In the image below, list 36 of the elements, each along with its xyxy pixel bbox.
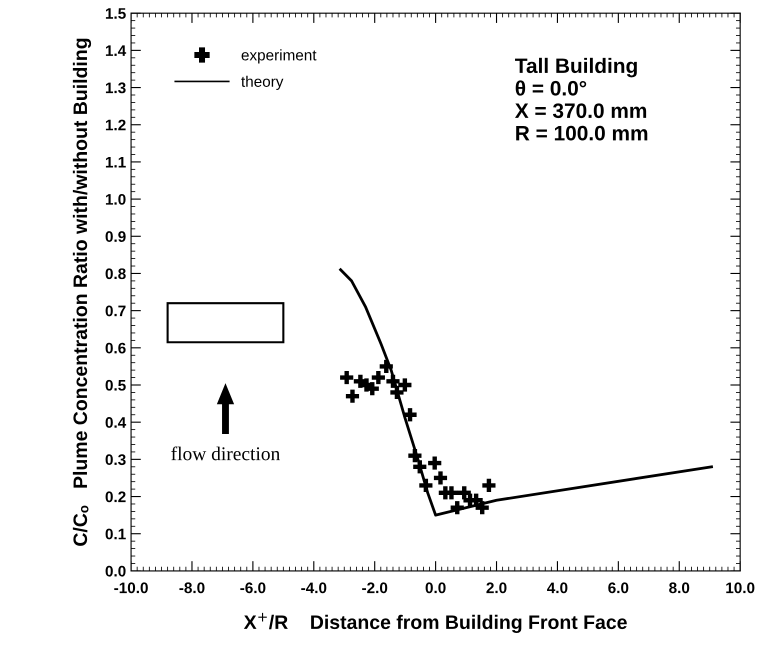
y-tick-label: 1.0 — [106, 194, 126, 205]
y-axis-title: C/Cₒ Plume Concentration Ratio with/without Building — [72, 38, 92, 546]
y-tick-label: 1.3 — [106, 82, 126, 94]
x-axis-title: X$^{+}$/R Distance from Building Front Face — [244, 612, 627, 634]
annotation: θ = 0.0° — [516, 80, 586, 96]
x-tick-label: -2.0 — [362, 582, 388, 594]
y-tick-label: 1.5 — [106, 8, 126, 19]
x-tick-label: 6.0 — [608, 582, 628, 594]
y-tick-label: 0.6 — [106, 342, 126, 354]
x-tick-label: 8.0 — [669, 582, 690, 594]
y-tick-label: 0.2 — [106, 491, 126, 502]
y-tick-label: 0.0 — [106, 566, 126, 577]
annotation: R = 100.0 mm — [516, 126, 648, 141]
annotation: Tall Building — [515, 58, 637, 78]
y-tick-label: 0.9 — [106, 231, 126, 242]
x-tick-label: -10.0 — [114, 582, 148, 594]
x-tick-label: 0.0 — [426, 582, 446, 594]
x-tick-label: 2.0 — [486, 582, 507, 594]
y-tick-label: 1.1 — [106, 156, 126, 168]
x-tick-label: 10.0 — [726, 582, 754, 594]
y-tick-label: 0.5 — [106, 380, 126, 391]
x-tick-label: -4.0 — [301, 582, 326, 594]
x-tick-label: -6.0 — [240, 582, 266, 594]
legend-label: theory — [241, 76, 284, 90]
y-tick-label: 0.4 — [106, 417, 126, 428]
annotation: flow direction — [171, 446, 280, 460]
annotation: X = 370.0 mm — [514, 103, 646, 118]
y-tick-label: 0.1 — [106, 528, 126, 540]
x-tick-label: -8.0 — [179, 582, 205, 594]
y-tick-label: 1.4 — [106, 45, 126, 56]
legend-label: experiment — [242, 49, 316, 64]
y-tick-label: 0.3 — [106, 454, 126, 466]
y-tick-label: 1.2 — [106, 120, 126, 130]
y-tick-label: 0.8 — [106, 268, 126, 280]
y-tick-label: 0.7 — [106, 306, 126, 316]
x-tick-label: 4.0 — [547, 582, 568, 594]
